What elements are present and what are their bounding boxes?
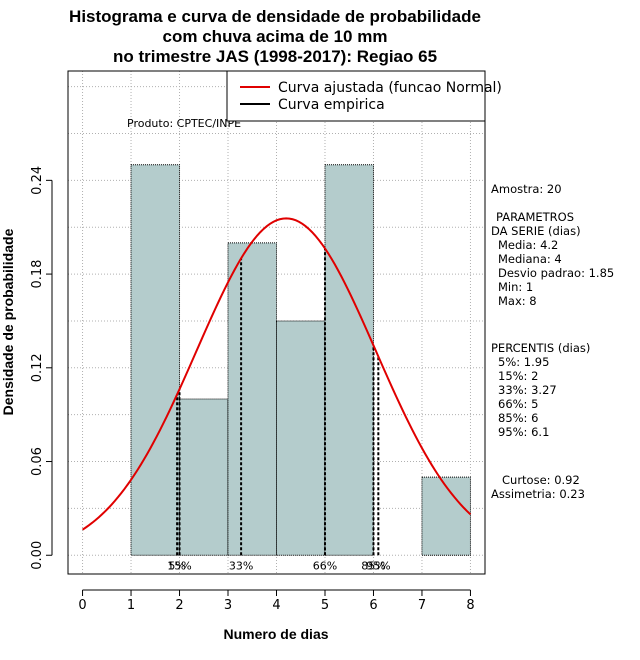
stat-p85: 85%: 6: [498, 411, 538, 425]
product-label: Produto: CPTEC/INPE: [127, 117, 241, 130]
histogram-bar: [179, 398, 229, 556]
x-tick-label: 6: [369, 598, 377, 613]
stat-percentis-title: PERCENTIS (dias): [491, 341, 590, 355]
percentile-lines: 5%15% 33% 66% 85%95%: [167, 248, 391, 572]
stat-p15: 15%: 2: [498, 369, 538, 383]
percentile-label: 33%: [229, 559, 253, 572]
y-tick-label: 0.00: [30, 541, 45, 570]
histogram-bar: [130, 164, 181, 556]
y-tick-label: 0.18: [30, 260, 45, 289]
normal-curve-layer: [81, 217, 472, 531]
stats-panel: Amostra: 20 PARAMETROS DA SERIE (dias) M…: [491, 182, 614, 501]
stat-min: Min: 1: [498, 280, 533, 294]
axes: 0 1 2 3 4 5 6 7 8 0.00 0.06 0.12 0.18 0.24: [30, 166, 475, 613]
x-tick-label: 0: [78, 598, 86, 613]
percentile-label: 85%: [361, 559, 385, 572]
histogram-bars: [130, 164, 471, 556]
chart-title-line-3: no trimestre JAS (1998-2017): Regiao 65: [113, 47, 437, 66]
x-tick-label: 5: [321, 598, 329, 613]
stat-p5: 5%: 1.95: [498, 355, 549, 369]
legend-label-normal: Curva ajustada (funcao Normal): [278, 80, 502, 96]
stat-parametros-title: PARAMETROS: [496, 210, 574, 224]
chart-title-line-1: Histograma e curva de densidade de proba…: [69, 7, 481, 26]
stat-mediana: Mediana: 4: [498, 252, 562, 266]
stat-max: Max: 8: [498, 294, 537, 308]
x-tick-label: 2: [175, 598, 183, 613]
histogram-bar: [276, 320, 326, 556]
stat-media: Media: 4.2: [498, 238, 558, 252]
percentile-label: 5%: [168, 559, 185, 572]
legend-label-empirical: Curva empirica: [278, 97, 385, 113]
chart-title-line-2: com chuva acima de 10 mm: [163, 27, 388, 46]
stat-p66: 66%: 5: [498, 397, 538, 411]
histogram-bar: [227, 242, 277, 556]
y-tick-label: 0.24: [30, 166, 45, 195]
stat-p33: 33%: 3.27: [498, 383, 557, 397]
histogram-bar: [324, 164, 374, 556]
percentile-label: 15%: [167, 559, 191, 572]
x-tick-label: 3: [224, 598, 232, 613]
percentile-label: 66%: [313, 559, 337, 572]
x-tick-label: 7: [418, 598, 426, 613]
stat-parametros-subtitle: DA SERIE (dias): [491, 224, 581, 238]
percentile-label: 95%: [366, 559, 390, 572]
stat-curtose: Curtose: 0.92: [502, 473, 580, 487]
stat-assimetria: Assimetria: 0.23: [491, 487, 585, 501]
normal-curve: [81, 217, 472, 531]
x-tick-label: 1: [127, 598, 135, 613]
x-tick-label: 4: [272, 598, 280, 613]
stat-desvio: Desvio padrao: 1.85: [498, 266, 614, 280]
legend-box: [226, 70, 486, 122]
histogram-bar: [421, 476, 471, 556]
stat-p95: 95%: 6.1: [498, 425, 549, 439]
x-axis-title: Numero de dias: [223, 626, 328, 642]
y-tick-label: 0.12: [30, 353, 45, 382]
y-axis-title: Densidade de probabilidade: [0, 228, 16, 415]
stat-amostra: Amostra: 20: [491, 182, 562, 196]
x-tick-label: 8: [466, 598, 474, 613]
y-tick-label: 0.06: [30, 447, 45, 476]
legend: Curva ajustada (funcao Normal) Curva emp…: [226, 70, 502, 122]
